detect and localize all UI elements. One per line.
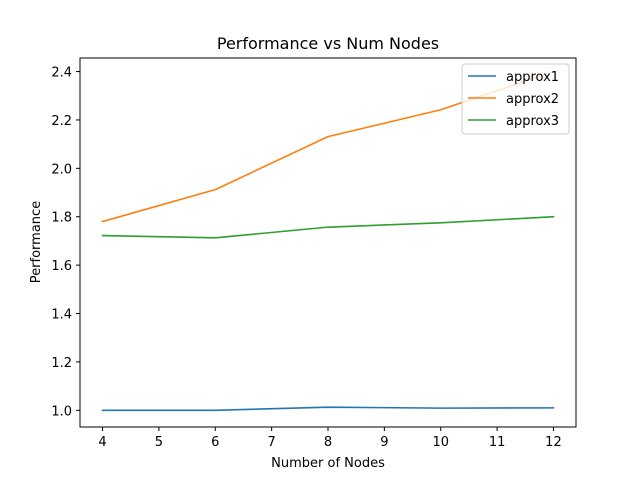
legend: approx1 approx2 approx3 xyxy=(461,63,570,135)
y-axis: 1.0 1.2 1.4 1.6 1.8 2.0 2.2 2.4 xyxy=(51,66,80,419)
chart-title: Performance vs Num Nodes xyxy=(217,34,439,53)
y-tick-label: 1.8 xyxy=(51,211,72,226)
legend-box xyxy=(461,63,570,135)
x-tick-label: 5 xyxy=(155,435,163,450)
y-axis-title: Performance xyxy=(29,201,44,283)
series-line-approx1 xyxy=(101,406,555,412)
x-axis-title: Number of Nodes xyxy=(271,456,385,471)
y-tick-label: 1.0 xyxy=(51,404,72,419)
legend-label-approx3: approx3 xyxy=(506,114,559,129)
legend-label-approx1: approx1 xyxy=(506,70,559,85)
x-axis: 4 5 6 7 8 9 10 11 12 xyxy=(98,427,562,450)
y-tick-label: 2.2 xyxy=(51,114,72,129)
x-tick-label: 4 xyxy=(98,435,106,450)
y-tick-label: 2.0 xyxy=(51,162,72,177)
x-tick-label: 12 xyxy=(545,435,562,450)
x-tick-label: 6 xyxy=(211,435,219,450)
series-line-approx3 xyxy=(101,215,555,239)
x-tick-label: 10 xyxy=(432,435,449,450)
legend-label-approx2: approx2 xyxy=(506,92,559,107)
y-tick-label: 1.2 xyxy=(51,356,72,371)
x-tick-label: 11 xyxy=(489,435,506,450)
y-tick-label: 1.6 xyxy=(51,259,72,274)
y-tick-label: 2.4 xyxy=(51,66,72,81)
x-tick-label: 9 xyxy=(380,435,388,450)
x-tick-label: 8 xyxy=(324,435,332,450)
x-tick-label: 7 xyxy=(267,435,275,450)
y-tick-label: 1.4 xyxy=(51,308,72,323)
